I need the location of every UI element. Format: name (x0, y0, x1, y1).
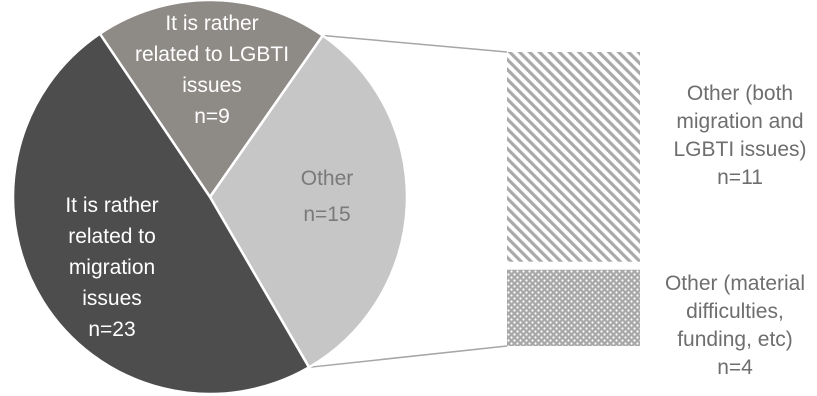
breakdown-label-line: Other (material (665, 272, 805, 295)
pie-slice-n-15-other (208, 33, 409, 370)
slice-label-line: n=9 (194, 105, 230, 128)
slice-label-line: issues (82, 287, 142, 310)
slice-label-line: It is rather (65, 194, 158, 217)
connector-line-top (322, 34, 508, 53)
slice-label-line: related to LGBTI (135, 43, 289, 66)
breakdown-label-line: migration and (676, 110, 803, 133)
connector-lines (308, 34, 508, 369)
slice-label-line: It is rather (165, 12, 258, 35)
breakdown-label-0: Other (both migration and LGBTI issues) n=1… (673, 82, 806, 189)
chart-labels: It is rather related to LGBTI issues n=9 Oth… (65, 12, 806, 379)
breakdown-segment-other-material (507, 269, 640, 346)
breakdown-bar (507, 52, 640, 346)
slice-label-1: Other n=15 (301, 167, 354, 226)
slice-label-line: n=23 (88, 318, 135, 341)
breakdown-segment-other-both (507, 52, 640, 262)
breakdown-label-line: Other (both (687, 82, 793, 105)
slice-label-0: It is rather related to LGBTI issues n=9 (135, 12, 289, 128)
breakdown-label-line: n=4 (717, 356, 753, 379)
pie-slice-n-23-it-is-rather (11, 31, 311, 396)
breakdown-label-line: LGBTI issues) (673, 138, 806, 161)
breakdown-label-1: Other (material difficulties, funding, etc… (665, 272, 805, 379)
slice-label-line: related to (68, 225, 156, 248)
breakdown-label-line: funding, etc) (677, 328, 793, 351)
slice-label-line: Other (301, 167, 354, 190)
slice-label-line: issues (182, 74, 242, 97)
breakdown-label-line: n=11 (717, 166, 763, 189)
pie-slices (11, 0, 409, 396)
slice-label-line: migration (69, 256, 155, 279)
slice-label-line: n=15 (303, 203, 350, 226)
slice-label-2: It is rather related to migration issues n=2… (65, 194, 158, 341)
breakdown-label-line: difficulties, (686, 300, 784, 323)
connector-line-bottom (308, 345, 508, 369)
pie-slice-n-9-it-is-rather (98, 0, 325, 200)
